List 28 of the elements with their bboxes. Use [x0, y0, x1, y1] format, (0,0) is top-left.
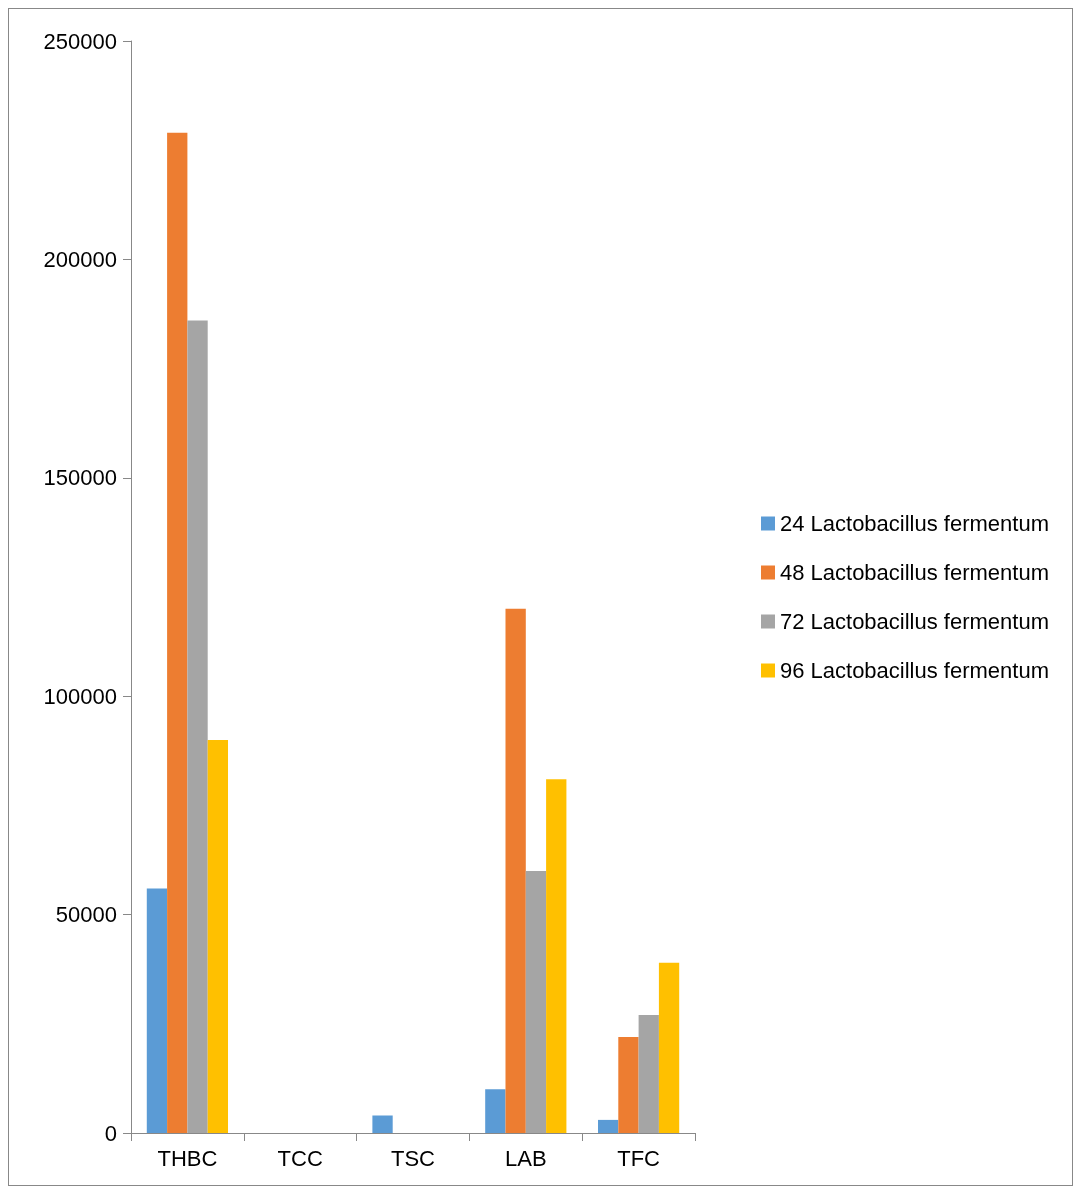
legend-label: 96 Lactobacillus fermentum [779, 658, 1049, 683]
bar [167, 132, 188, 1133]
x-tick-label: TFC [617, 1145, 661, 1171]
y-tick-label: 0 [104, 1120, 117, 1146]
y-tick-label: 50000 [55, 902, 117, 928]
bar [372, 1115, 393, 1133]
bar [658, 962, 680, 1133]
bar [207, 739, 229, 1133]
bar [505, 608, 526, 1133]
y-tick-label: 100000 [43, 683, 117, 709]
bar [638, 1015, 659, 1133]
bar [597, 1119, 619, 1133]
legend-label: 72 Lactobacillus fermentum [779, 609, 1049, 634]
y-tick-label: 200000 [43, 246, 117, 272]
x-tick-label: TCC [277, 1145, 323, 1171]
bar [485, 1089, 506, 1133]
x-tick-label: TSC [391, 1145, 436, 1171]
legend-label: 48 Lactobacillus fermentum [779, 560, 1049, 585]
bar [546, 779, 567, 1133]
bar [187, 320, 208, 1133]
legend-label: 24 Lactobacillus fermentum [779, 511, 1049, 536]
bar [146, 888, 168, 1133]
x-tick-label: THBC [157, 1145, 218, 1171]
bar [525, 870, 547, 1133]
x-tick-label: LAB [505, 1145, 547, 1171]
y-tick-label: 250000 [43, 28, 117, 54]
bar [618, 1036, 639, 1133]
y-tick-label: 150000 [43, 465, 117, 491]
